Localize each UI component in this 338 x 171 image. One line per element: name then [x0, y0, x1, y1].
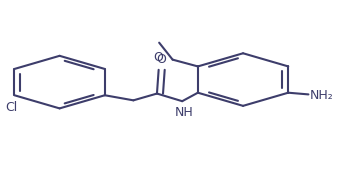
Text: NH₂: NH₂: [309, 89, 333, 102]
Text: O: O: [153, 51, 164, 64]
Text: O: O: [157, 53, 167, 66]
Text: NH: NH: [174, 106, 193, 119]
Text: Cl: Cl: [6, 101, 18, 114]
